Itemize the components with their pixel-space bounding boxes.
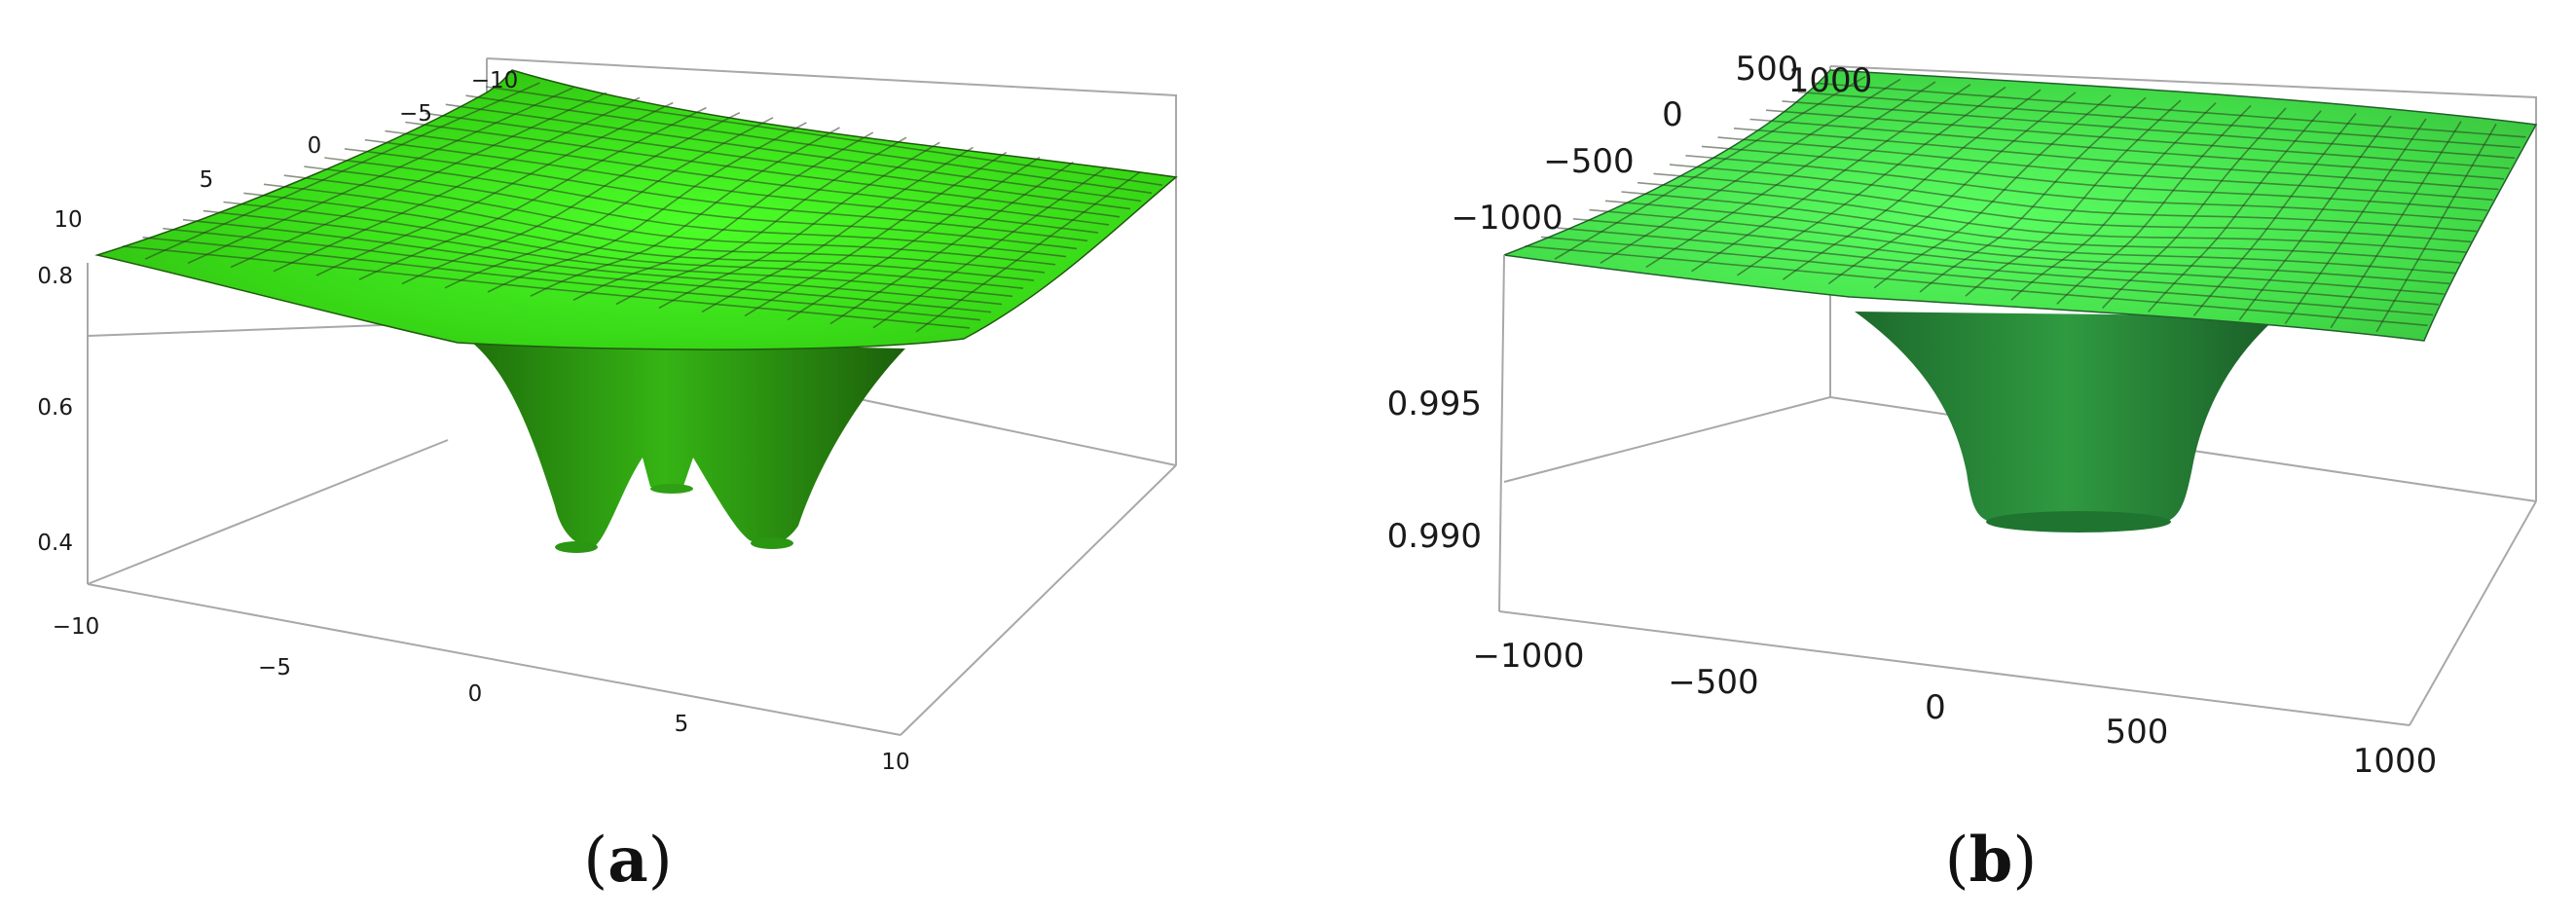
surface-mesh-b	[1525, 76, 2526, 333]
mesh-line	[1572, 218, 2445, 295]
x-tick-label: 1000	[2353, 742, 2438, 781]
mesh-line	[2375, 123, 2497, 333]
mesh-line	[2056, 104, 2252, 305]
mesh-line	[1557, 227, 2439, 306]
mesh-line	[202, 209, 1013, 298]
mesh-line	[1637, 181, 2466, 253]
mesh-line	[615, 136, 907, 306]
z-tick-label: 0.990	[1387, 517, 1482, 556]
y-tick-label: −5	[399, 101, 432, 127]
z-tick-label: 0.8	[37, 264, 73, 289]
y-tick-label: 0	[308, 133, 322, 159]
mesh-line	[1589, 208, 2450, 285]
mesh-line	[243, 192, 1035, 281]
mesh-line	[2284, 118, 2427, 325]
y-tick-label: −1000	[1451, 199, 1563, 238]
x-tick-label: 0	[1925, 688, 1946, 727]
y-tick-label: 10	[54, 207, 82, 233]
well-bottom-b	[1986, 511, 2171, 533]
y-tick-label: 0	[1662, 95, 1683, 134]
mesh-line	[915, 171, 1141, 333]
surface-mesh-a	[122, 82, 1163, 333]
mesh-line	[142, 237, 981, 321]
x-tick-label: 10	[881, 750, 909, 775]
mesh-line	[223, 201, 1024, 289]
y-tick-label: 500	[1736, 50, 1799, 89]
well-tip-middle-a	[650, 484, 693, 494]
x-tick-label: −5	[258, 655, 291, 680]
mesh-line	[744, 151, 1008, 317]
mesh-line	[829, 162, 1074, 325]
z-tick-label: 0.4	[37, 531, 73, 556]
bounding-box-front-a	[87, 263, 1177, 736]
x-tick-label: −500	[1668, 663, 1758, 702]
mesh-line	[2147, 110, 2322, 312]
mesh-line	[263, 183, 1046, 274]
y-tick-label: 5	[200, 167, 214, 193]
mesh-line	[163, 227, 992, 313]
x-tick-label: −10	[53, 614, 100, 640]
mesh-line	[1540, 236, 2434, 316]
x-tick-label: 5	[675, 712, 689, 737]
mesh-line	[2238, 115, 2392, 320]
mesh-line	[1525, 244, 2428, 327]
mesh-line	[1621, 191, 2461, 264]
x-axis-b: −1000 −500 0 500 1000	[1472, 637, 2437, 781]
mesh-line	[283, 174, 1056, 266]
surface-sheet-a	[94, 69, 1178, 350]
z-tick-label: 0.995	[1387, 385, 1482, 423]
mesh-line	[304, 165, 1067, 258]
z-axis-b: 0.995 0.990	[1387, 385, 1482, 556]
well-tip-left-a	[555, 541, 598, 553]
mesh-line	[658, 141, 940, 310]
well-tip-right-a	[751, 537, 793, 549]
mesh-line	[787, 156, 1041, 321]
panel-b: −1000 −500 0 500 1000 1000 500 0 −500 −1…	[1387, 50, 2538, 897]
mesh-line	[1653, 172, 2472, 243]
mesh-line	[2330, 121, 2462, 329]
caption-b: (b)	[1945, 824, 2038, 897]
mesh-line	[1669, 164, 2478, 233]
z-axis-a: 0.8 0.6 0.4	[37, 264, 73, 556]
mesh-line	[2102, 107, 2287, 309]
mesh-line	[1604, 200, 2455, 275]
mesh-line	[2010, 102, 2217, 301]
x-tick-label: −1000	[1472, 637, 1584, 676]
x-tick-label: 0	[468, 681, 483, 707]
mesh-line	[701, 146, 974, 313]
y-axis-a: 10 5 0 −5 −10	[54, 68, 518, 233]
mesh-line	[122, 245, 971, 329]
mesh-line	[182, 218, 1003, 306]
bounding-box-front-b	[1498, 254, 2537, 726]
y-tick-label: 1000	[1788, 61, 1873, 100]
y-axis-b: 1000 500 0 −500 −1000	[1451, 50, 1872, 238]
x-tick-label: 500	[2106, 713, 2169, 752]
panel-a: −10 −5 0 5 10 10 5 0 −5 −10 0.8 0.6 0.4 …	[37, 57, 1178, 897]
mesh-line	[2192, 112, 2357, 316]
mesh-line	[572, 131, 874, 302]
z-tick-label: 0.6	[37, 395, 73, 421]
surface-funnel-a	[467, 339, 905, 547]
y-tick-label: −10	[471, 68, 519, 93]
caption-a: (a)	[583, 824, 672, 897]
x-axis-a: −10 −5 0 5 10	[53, 614, 910, 775]
y-tick-label: −500	[1543, 142, 1634, 181]
mesh-line	[872, 166, 1107, 329]
surface-funnel-b	[1855, 312, 2278, 529]
